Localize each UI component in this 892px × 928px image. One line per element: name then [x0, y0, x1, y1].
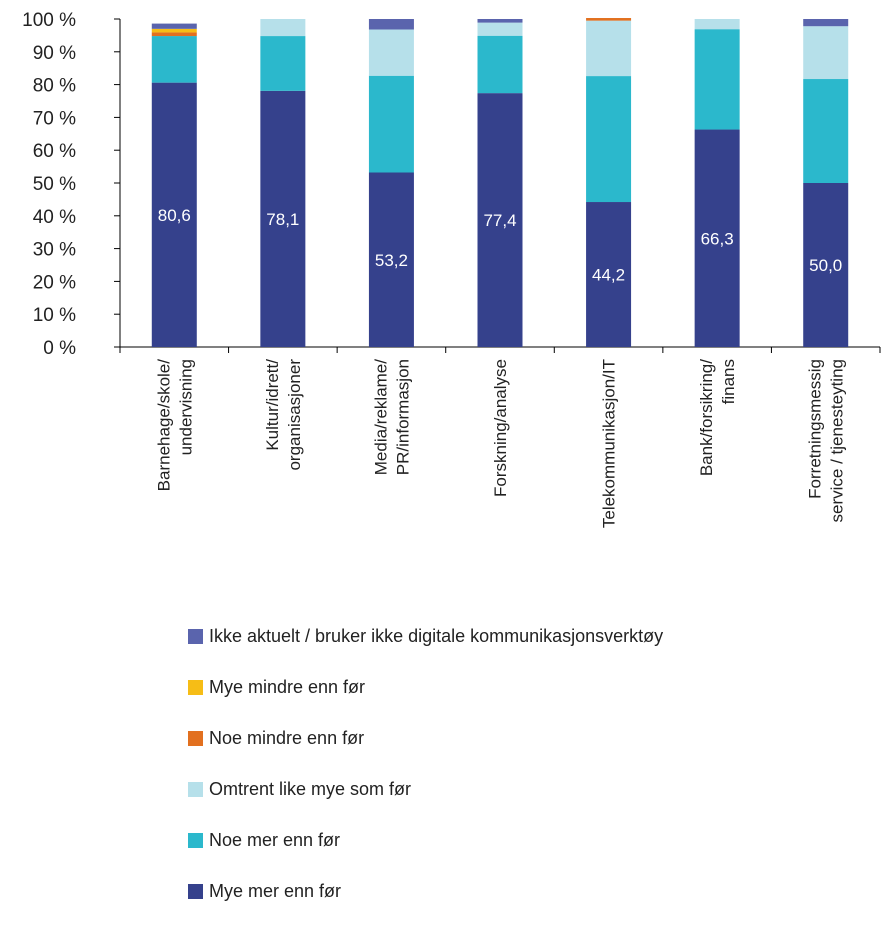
bar-segment	[477, 35, 523, 94]
bar-segment	[803, 19, 849, 27]
x-category-label: undervisning	[176, 359, 195, 455]
bar-segment	[586, 18, 632, 21]
legend-swatch	[188, 730, 203, 746]
bar-segment	[151, 82, 197, 347]
y-tick-label: 100 %	[22, 10, 76, 31]
bar-segment	[260, 19, 306, 37]
legend-label: Mye mindre enn før	[209, 676, 366, 697]
data-label: 66,3	[701, 229, 734, 248]
legend-swatch	[188, 628, 203, 644]
y-tick-label: 30 %	[33, 240, 76, 261]
x-category-label: Media/reklame/	[371, 359, 390, 475]
y-tick-label: 80 %	[33, 76, 76, 97]
bar-segment	[368, 172, 414, 347]
x-category-label: PR/informasjon	[393, 359, 412, 475]
y-tick-label: 0 %	[43, 338, 76, 359]
y-tick-label: 90 %	[33, 43, 76, 64]
legend-swatch	[188, 883, 203, 899]
y-tick-label: 60 %	[33, 141, 76, 162]
data-label: 50,0	[809, 256, 842, 275]
x-category-label: Forskning/analyse	[491, 359, 510, 497]
x-category-label: Bank/forsikring/	[697, 359, 716, 476]
legend-label: Noe mindre enn før	[209, 727, 365, 748]
x-category-label: service / tjenesteyting	[828, 359, 847, 522]
legend-label: Mye mer enn før	[209, 880, 342, 901]
legend-item: Noe mindre enn før	[188, 724, 878, 752]
y-tick-label: 20 %	[33, 272, 76, 293]
bar-segment	[803, 79, 849, 183]
y-tick-label: 50 %	[33, 174, 76, 195]
bar-segment	[694, 129, 740, 347]
bar-segment	[586, 20, 632, 77]
legend-item: Omtrent like mye som før	[188, 775, 878, 803]
legend-item: Ikke aktuelt / bruker ikke digitale komm…	[188, 622, 878, 650]
y-tick-label: 40 %	[33, 207, 76, 228]
bar-segment	[586, 202, 632, 347]
data-label: 80,6	[158, 206, 191, 225]
chart-legend: Ikke aktuelt / bruker ikke digitale komm…	[188, 622, 878, 928]
bar-segment	[368, 75, 414, 173]
legend-item: Noe mer enn før	[188, 826, 878, 854]
x-category-label: Kultur/idrett/	[263, 359, 282, 451]
chart: 0 % 10 % 20 % 30 % 40 % 50 % 60 % 70 % 80 % 90 % 1…	[22, 10, 881, 901]
bar-segment	[151, 36, 197, 83]
bar-segment	[477, 22, 523, 36]
bar-segment	[586, 76, 632, 203]
x-category-label: Telekommunikasjon/IT	[600, 359, 619, 528]
legend-item: Mye mer enn før	[188, 877, 878, 905]
y-tick-label: 70 %	[33, 108, 76, 129]
bar-segment	[477, 19, 523, 23]
data-label: 44,2	[592, 266, 625, 285]
y-tick-label: 10 %	[33, 305, 76, 326]
bar-segment	[151, 32, 197, 37]
legend-label: Omtrent like mye som før	[209, 778, 412, 799]
legend-label: Noe mer enn før	[209, 829, 341, 850]
x-category-label: Forretningsmessig	[806, 359, 825, 499]
bar-segment	[694, 29, 740, 130]
bar-segment	[477, 93, 523, 348]
legend-item: Mye mindre enn før	[188, 673, 878, 701]
bar-segment	[260, 36, 306, 91]
x-category-label: finans	[719, 359, 738, 404]
legend-label: Ikke aktuelt / bruker ikke digitale komm…	[209, 625, 664, 646]
x-category-label: Barnehage/skole/	[154, 359, 173, 492]
bar-segment	[368, 19, 414, 30]
bar-segment	[260, 90, 306, 347]
bar-segment	[803, 26, 849, 80]
bar-segment	[151, 28, 197, 33]
bar-segment	[368, 29, 414, 76]
x-category-label: organisasjoner	[285, 359, 304, 471]
legend-swatch	[188, 679, 203, 695]
data-label: 77,4	[483, 211, 516, 230]
legend-swatch	[188, 781, 203, 797]
data-label: 78,1	[266, 210, 299, 229]
data-label: 53,2	[375, 251, 408, 270]
legend-swatch	[188, 832, 203, 848]
bar-segment	[803, 183, 849, 347]
stacked-bar-chart: 0 % 10 % 20 % 30 % 40 % 50 % 60 % 70 % 80 % 90 % 1…	[22, 10, 881, 528]
bar-segment	[151, 23, 197, 29]
bar-segment	[694, 19, 740, 30]
